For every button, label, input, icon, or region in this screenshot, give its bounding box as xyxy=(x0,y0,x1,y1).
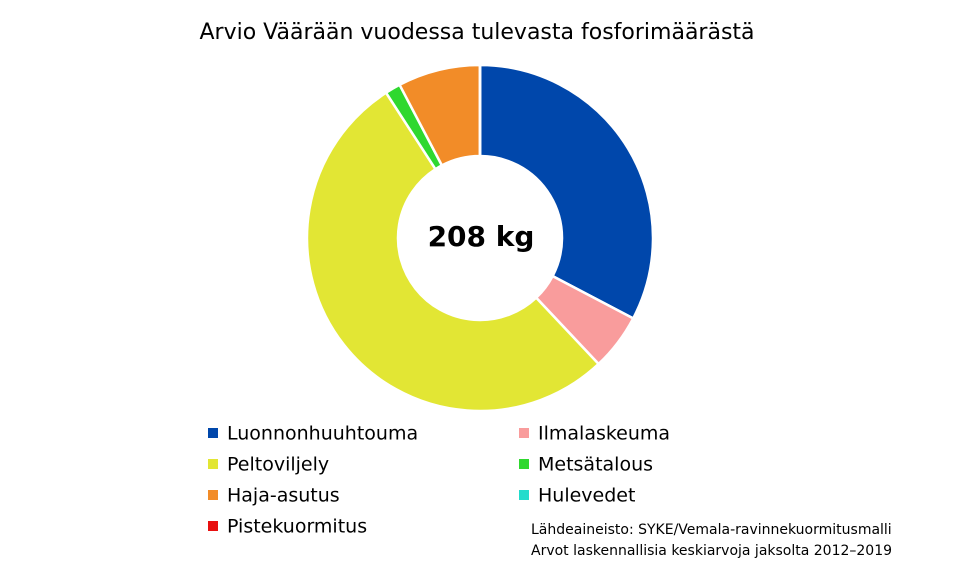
legend-label: Peltoviljely xyxy=(227,454,329,476)
source-note: Arvot laskennallisia keskiarvoja jaksolt… xyxy=(531,543,892,559)
legend-swatch xyxy=(208,490,218,500)
donut-slice xyxy=(478,63,655,321)
donut xyxy=(305,63,655,413)
legend-label: Hulevedet xyxy=(538,485,635,507)
legend-label: Haja-asutus xyxy=(227,485,340,507)
source-note: Lähdeaineisto: SYKE/Vemala-ravinnekuormi… xyxy=(531,522,892,538)
legend-label: Luonnonhuuhtouma xyxy=(227,423,418,445)
legend-swatch xyxy=(519,459,529,469)
legend-swatch xyxy=(519,428,529,438)
donut-slice xyxy=(305,90,601,413)
chart-title: Arvio Väärään vuodessa tulevasta fosfori… xyxy=(199,20,754,45)
legend-label: Ilmalaskeuma xyxy=(538,423,670,445)
legend-swatch xyxy=(519,490,529,500)
legend-swatch xyxy=(208,521,218,531)
legend-swatch xyxy=(208,459,218,469)
legend-label: Pistekuormitus xyxy=(227,516,367,538)
legend-label: Metsätalous xyxy=(538,454,653,476)
legend-swatch xyxy=(208,428,218,438)
center-label: 208 kg xyxy=(428,220,535,253)
